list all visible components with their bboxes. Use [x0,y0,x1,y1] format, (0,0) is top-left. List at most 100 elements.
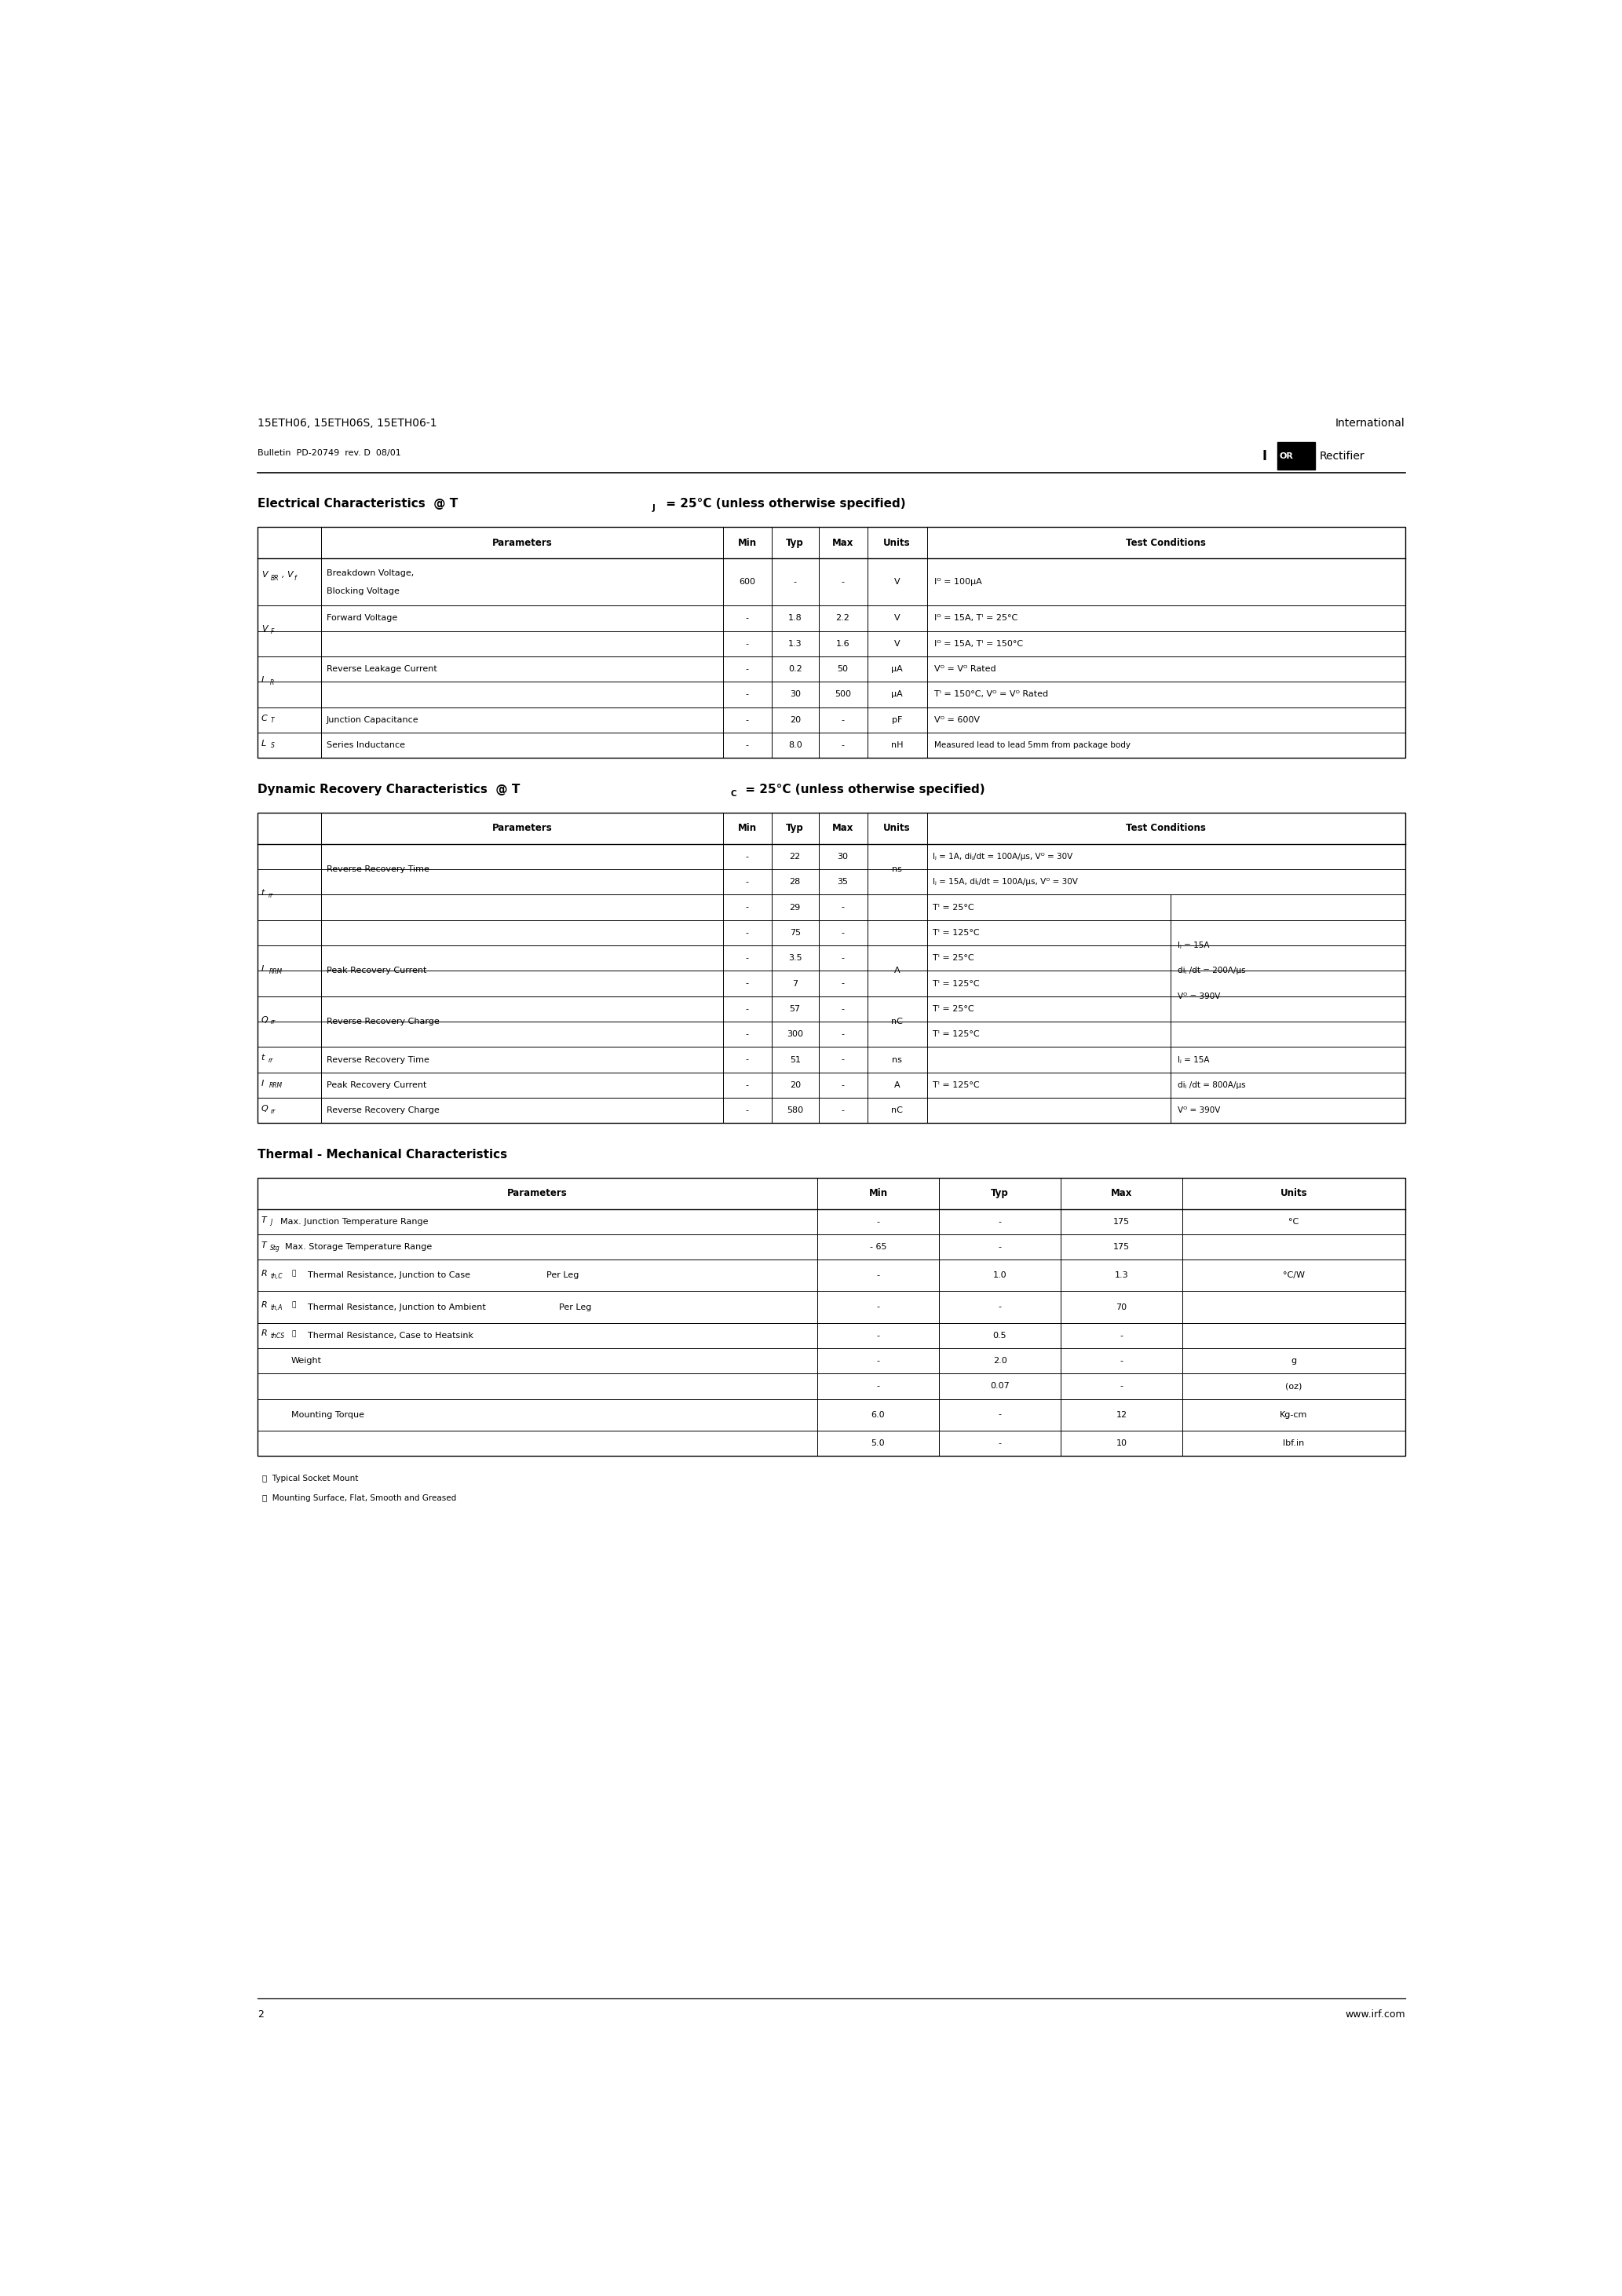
Text: 6.0: 6.0 [871,1410,886,1419]
Text: Parameters: Parameters [508,1189,568,1199]
Text: Breakdown Voltage,: Breakdown Voltage, [326,569,414,576]
Text: -: - [746,615,749,622]
Text: Series Inductance: Series Inductance [326,742,406,748]
Text: -: - [876,1217,879,1226]
Text: pF: pF [892,716,902,723]
Text: Iⱼ = 15A: Iⱼ = 15A [1178,1056,1210,1063]
Text: Ⓢ: Ⓢ [292,1270,295,1277]
Text: Peak Recovery Current: Peak Recovery Current [326,1081,427,1088]
Text: 580: 580 [787,1107,803,1114]
Text: 20: 20 [790,716,801,723]
Text: -: - [998,1440,1001,1446]
Text: R: R [261,1329,268,1339]
Text: Tᴵ = 125°C: Tᴵ = 125°C [933,1031,980,1038]
Text: Measured lead to lead 5mm from package body: Measured lead to lead 5mm from package b… [934,742,1131,748]
Text: Parameters: Parameters [491,537,553,549]
Text: -: - [746,1006,749,1013]
Text: 29: 29 [790,902,801,912]
Text: -: - [746,955,749,962]
Text: 500: 500 [835,691,852,698]
Text: Bulletin  PD-20749  rev. D  08/01: Bulletin PD-20749 rev. D 08/01 [258,450,401,457]
Text: Per Leg: Per Leg [558,1304,590,1311]
Text: Test Conditions: Test Conditions [1126,537,1205,549]
Text: Q: Q [261,1015,268,1024]
Text: -: - [1119,1357,1122,1364]
Text: L: L [261,739,266,748]
Text: -: - [998,1242,1001,1251]
Text: Rectifier: Rectifier [1319,450,1364,461]
Text: Peak Recovery Current: Peak Recovery Current [326,967,427,976]
Text: Thermal - Mechanical Characteristics: Thermal - Mechanical Characteristics [258,1148,508,1159]
Text: I: I [261,1079,264,1088]
Text: 12: 12 [1116,1410,1127,1419]
Text: 1.3: 1.3 [788,641,801,647]
Text: g: g [1291,1357,1296,1364]
Text: Test Conditions: Test Conditions [1126,822,1205,833]
Text: -: - [842,716,845,723]
Text: -: - [746,742,749,748]
Text: Tᴵ = 25°C: Tᴵ = 25°C [933,902,975,912]
Text: diⱼ /dt = 200A/μs: diⱼ /dt = 200A/μs [1178,967,1246,976]
Text: -: - [746,716,749,723]
Text: Ⓣ  Mounting Surface, Flat, Smooth and Greased: Ⓣ Mounting Surface, Flat, Smooth and Gre… [263,1495,456,1502]
Text: Kg-cm: Kg-cm [1280,1410,1307,1419]
Text: Ⓣ: Ⓣ [292,1329,295,1336]
Text: nC: nC [890,1107,903,1114]
Text: μA: μA [890,691,903,698]
Text: Ⓣ: Ⓣ [292,1302,295,1309]
Text: 35: 35 [837,877,848,886]
Text: Forward Voltage: Forward Voltage [326,615,397,622]
Text: Thermal Resistance, Junction to Ambient: Thermal Resistance, Junction to Ambient [308,1304,485,1311]
Text: -: - [746,1081,749,1088]
Text: -: - [842,1031,845,1038]
Text: Iᴼ = 15A, Tᴵ = 25°C: Iᴼ = 15A, Tᴵ = 25°C [934,615,1017,622]
Text: Per Leg: Per Leg [547,1272,579,1279]
Text: -: - [746,666,749,673]
Text: -: - [746,902,749,912]
Text: Min: Min [738,822,757,833]
Text: Mounting Torque: Mounting Torque [290,1410,363,1419]
Text: Stg: Stg [271,1244,281,1251]
Text: 57: 57 [790,1006,801,1013]
Text: th,A: th,A [271,1304,282,1311]
Text: , V: , V [282,572,294,579]
Text: Max. Storage Temperature Range: Max. Storage Temperature Range [285,1242,431,1251]
Text: -: - [842,579,845,585]
Text: -: - [793,579,796,585]
Text: = 25°C (unless otherwise specified): = 25°C (unless otherwise specified) [741,783,985,794]
Text: 2: 2 [258,2009,264,2020]
Text: 22: 22 [790,852,801,861]
Text: -: - [746,852,749,861]
Text: -: - [746,1056,749,1063]
Text: -: - [746,1031,749,1038]
Text: nC: nC [890,1017,903,1026]
Text: 7: 7 [792,980,798,987]
Text: 50: 50 [837,666,848,673]
Text: -: - [746,877,749,886]
Text: 8.0: 8.0 [788,742,801,748]
Text: -: - [998,1217,1001,1226]
Text: Iⱼ = 15A, diⱼ/dt = 100A/μs, Vᴼ = 30V: Iⱼ = 15A, diⱼ/dt = 100A/μs, Vᴼ = 30V [933,877,1079,886]
Text: 30: 30 [790,691,801,698]
Text: Tᴵ = 125°C: Tᴵ = 125°C [933,1081,980,1088]
Text: Reverse Recovery Time: Reverse Recovery Time [326,866,428,872]
Text: t: t [261,1054,264,1061]
Text: Thermal Resistance, Case to Heatsink: Thermal Resistance, Case to Heatsink [308,1332,474,1339]
Text: -: - [746,930,749,937]
Text: OR: OR [1280,452,1294,459]
Text: Iⱼ = 15A: Iⱼ = 15A [1178,941,1210,948]
Text: Tᴵ = 125°C: Tᴵ = 125°C [933,930,980,937]
Text: Min: Min [738,537,757,549]
Text: T: T [271,716,274,723]
Text: 1.6: 1.6 [835,641,850,647]
Text: diⱼ /dt = 800A/μs: diⱼ /dt = 800A/μs [1178,1081,1246,1088]
Text: Iᴼ = 15A, Tᴵ = 150°C: Iᴼ = 15A, Tᴵ = 150°C [934,641,1023,647]
Text: 1.8: 1.8 [788,615,801,622]
Text: -: - [876,1357,879,1364]
Text: Units: Units [884,537,910,549]
Text: A: A [894,1081,900,1088]
Text: = 25°C (unless otherwise specified): = 25°C (unless otherwise specified) [662,498,907,510]
Text: I: I [261,964,264,974]
Text: BR: BR [271,574,279,581]
Text: Reverse Leakage Current: Reverse Leakage Current [326,666,436,673]
